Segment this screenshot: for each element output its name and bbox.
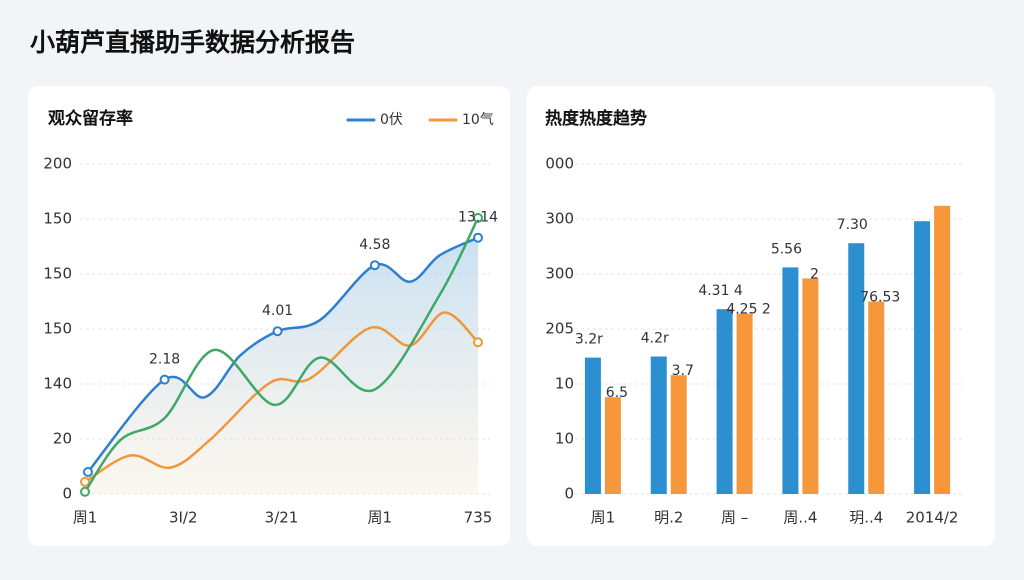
annotation: 2.18 <box>149 352 180 368</box>
annotation: 6.5 <box>606 385 628 401</box>
y-tick-label: 140 <box>43 375 72 393</box>
point <box>159 374 170 385</box>
line <box>83 217 480 493</box>
y-tick-label: 300 <box>545 265 574 283</box>
x-tick-label: 明.2 <box>654 509 683 527</box>
x-tick-label: 周1 <box>73 509 98 527</box>
y-tick-label: 20 <box>53 430 72 448</box>
annotation: 76.53 <box>860 290 900 306</box>
annotation: 4.2r <box>641 331 669 347</box>
annotation: 7.30 <box>837 217 868 233</box>
point <box>473 212 483 223</box>
bar <box>736 313 753 494</box>
annotation: 5.56 <box>771 241 802 257</box>
y-tick-label: 0 <box>564 485 574 503</box>
annotation: 4.25 2 <box>726 302 771 318</box>
line <box>86 236 479 473</box>
x-tick-label: 周..4 <box>783 509 817 527</box>
x-tick-label: 周1 <box>367 509 392 527</box>
bar <box>584 357 601 494</box>
y-tick-label: 10 <box>555 375 574 393</box>
annotation: 4.01 <box>262 303 293 319</box>
y-tick-label: 200 <box>43 155 72 173</box>
x-tick-label: 735 <box>464 509 493 527</box>
annotation: 3.2r <box>575 332 603 348</box>
y-tick-label: 205 <box>545 320 574 338</box>
bar <box>670 375 687 494</box>
point <box>272 326 283 337</box>
bar <box>802 278 819 494</box>
bar <box>934 205 951 495</box>
bar <box>782 267 799 494</box>
point <box>473 232 483 243</box>
x-tick-label: 3/21 <box>265 509 299 527</box>
y-tick-label: 10 <box>555 430 574 448</box>
point <box>473 337 483 348</box>
x-tick-label: 3I/2 <box>169 509 198 527</box>
annotation: 13.14 <box>458 210 498 226</box>
bar <box>848 243 865 494</box>
legend-label: 10气 <box>462 112 494 128</box>
x-tick-label: 玥..4 <box>849 509 883 527</box>
chart-title: 观众留存率 <box>47 108 133 129</box>
page-title: 小葫芦直播助手数据分析报告 <box>30 28 355 57</box>
line <box>84 311 479 483</box>
annotation: 4.58 <box>359 237 390 253</box>
point <box>80 486 90 497</box>
y-tick-label: 0 <box>62 485 72 503</box>
y-tick-label: 150 <box>43 265 72 283</box>
point <box>82 467 93 477</box>
y-tick-label: 300 <box>545 210 574 228</box>
legend-label: 0伏 <box>380 112 403 128</box>
annotation: 4.31 4 <box>698 283 743 299</box>
bar <box>650 356 667 494</box>
y-tick-label: 150 <box>43 320 72 338</box>
point <box>80 476 90 487</box>
x-tick-label: 2014/2 <box>906 509 959 527</box>
annotation: 3.7 <box>672 363 694 379</box>
annotation: 2 <box>810 266 819 282</box>
bar <box>716 309 733 494</box>
area <box>87 237 478 494</box>
point <box>369 260 380 271</box>
x-tick-label: 周 – <box>721 509 748 527</box>
bar <box>868 301 885 494</box>
chart-title: 热度热度趋势 <box>545 108 647 129</box>
bar <box>604 397 621 494</box>
y-tick-label: 000 <box>545 155 574 173</box>
bar <box>914 221 931 494</box>
x-tick-label: 周1 <box>591 509 616 527</box>
y-tick-label: 150 <box>43 210 72 228</box>
